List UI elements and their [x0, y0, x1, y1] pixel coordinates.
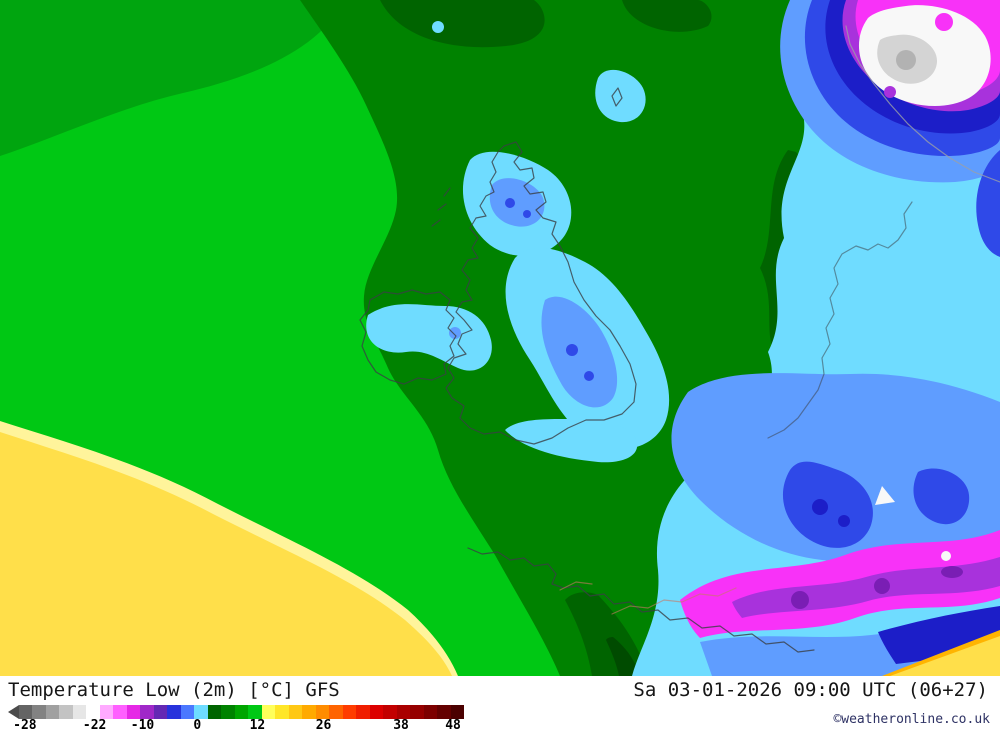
legend-color-segment — [140, 705, 154, 719]
legend-color-segment — [396, 705, 411, 719]
region-gray-spot — [896, 50, 916, 70]
legend-color-segment — [369, 705, 384, 719]
region-royal-continent1 — [782, 461, 873, 548]
legend-color-segment — [261, 705, 276, 719]
region-darkpurple-spot2 — [874, 578, 890, 594]
legend-tick-label: -10 — [130, 718, 155, 733]
coastline-shetland — [611, 87, 623, 107]
legend-color-segment — [315, 705, 330, 719]
legend-tick-label: 38 — [393, 718, 409, 733]
legend-tick-label: -28 — [13, 718, 37, 733]
region-royal-dot-scotland1 — [505, 198, 515, 208]
copyright-link[interactable]: ©weatheronline.co.uk — [833, 712, 990, 727]
region-darker-green-north2 — [622, 0, 712, 32]
map-datetime: Sa 03-01-2026 09:00 UTC (06+27) — [633, 679, 988, 701]
region-royal-dot-england2 — [584, 371, 594, 381]
legend-color-segment — [207, 705, 222, 719]
legend-color-segment — [32, 705, 46, 719]
region-lightblue-england — [541, 296, 618, 408]
region-yellow-southwest — [0, 432, 452, 676]
coastline-hebrides — [431, 187, 451, 227]
coastline-norway — [845, 25, 1000, 183]
footer-text-row: Temperature Low (2m) [°C] GFS Sa 03-01-2… — [0, 676, 1000, 701]
region-darkpurple-spot1 — [791, 591, 809, 609]
region-yellow-corner — [890, 636, 1000, 676]
coastline-great-britain — [445, 141, 637, 445]
legend-color-segment — [356, 705, 370, 719]
legend-color-segment — [329, 705, 343, 719]
legend-color-segment — [423, 705, 438, 719]
region-lightblue-irish-sea — [449, 327, 461, 339]
legend-color-segment — [410, 705, 424, 719]
region-white-speck-continent — [875, 486, 895, 505]
legend-color-segment — [342, 705, 357, 719]
map-title: Temperature Low (2m) [°C] GFS — [8, 679, 340, 701]
footer-bar: Temperature Low (2m) [°C] GFS Sa 03-01-2… — [0, 676, 1000, 733]
legend-color-segment — [72, 705, 87, 719]
legend-color-segment — [126, 705, 141, 719]
coastline-france-benelux — [467, 547, 815, 653]
legend-tick-label: 0 — [193, 718, 202, 733]
legend-color-segment — [99, 705, 114, 719]
legend-color-segment — [153, 705, 168, 719]
legend-color-segment — [383, 705, 397, 719]
legend-color-segment — [288, 705, 303, 719]
legend-arrow — [8, 705, 19, 719]
legend-tick-label: 26 — [315, 718, 332, 733]
region-cyan-faroe — [432, 21, 444, 33]
legend-tick-label: 48 — [445, 718, 461, 733]
region-cyan-shetland — [595, 69, 646, 123]
coastline-ireland — [359, 289, 457, 385]
coastline-denmark-germany — [767, 201, 913, 439]
temperature-scale-ticks: -28 -22 -10 0 12 26 38 48 — [8, 719, 464, 733]
country-borders — [559, 581, 737, 615]
region-cyan-ireland — [366, 304, 492, 371]
region-lightblue-continent — [671, 373, 1000, 563]
legend-color-segment — [450, 705, 464, 719]
region-royal-dot-england1 — [566, 344, 578, 356]
temperature-scale: -28 -22 -10 0 12 26 38 48 — [8, 705, 464, 733]
legend-color-segment — [194, 705, 208, 719]
legend-color-segment — [221, 705, 235, 719]
legend-tick-label: 12 — [249, 718, 266, 733]
legend-color-segment — [113, 705, 127, 719]
region-navy-dot1 — [812, 499, 828, 515]
region-orange-corner — [882, 630, 1000, 676]
legend-color-segment — [437, 705, 451, 719]
legend-color-segment — [59, 705, 73, 719]
region-darkpurple-spot3 — [941, 566, 963, 578]
legend-color-segment — [248, 705, 262, 719]
temperature-map-svg — [0, 0, 1000, 676]
legend-color-segment — [275, 705, 289, 719]
legend-color-segment — [180, 705, 195, 719]
region-magenta-speck — [935, 13, 953, 31]
region-darker-green-north — [380, 0, 545, 48]
region-white-speck-ribbon — [941, 551, 951, 561]
legend-color-segment — [234, 705, 249, 719]
region-cyan-channel — [505, 418, 638, 463]
region-royal-continent2 — [913, 468, 970, 525]
region-navy-dot2 — [838, 515, 850, 527]
legend-color-segment — [86, 705, 100, 719]
region-darkest-green-south — [606, 637, 640, 676]
map-area — [0, 0, 1000, 676]
region-royal-dot-scotland2 — [523, 210, 531, 218]
legend-color-segment — [45, 705, 60, 719]
region-royalblue-east-edge — [976, 150, 1000, 257]
temperature-scale-bar — [8, 705, 464, 719]
legend-color-segment — [19, 705, 33, 719]
region-northwest-mid-green — [0, 0, 345, 156]
region-purple-speck — [884, 86, 896, 98]
legend-color-segment — [302, 705, 316, 719]
legend-tick-label: -22 — [82, 718, 107, 733]
legend-color-segment — [167, 705, 181, 719]
